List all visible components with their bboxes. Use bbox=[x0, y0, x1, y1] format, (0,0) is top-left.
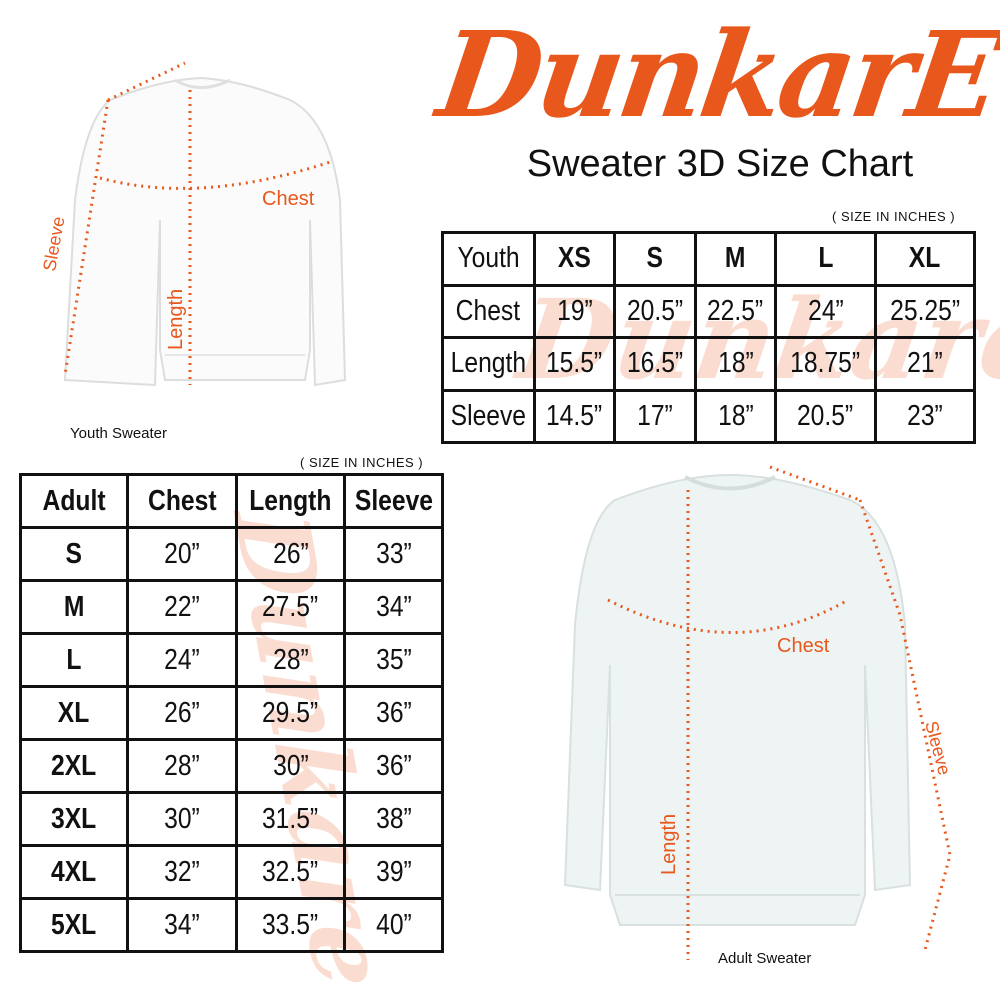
table-cell: 31.5” bbox=[262, 802, 319, 835]
adult-row: L 24” 28” 35” bbox=[19, 632, 444, 688]
table-cell: 36” bbox=[375, 749, 412, 782]
youth-row-length: Length 15.5” 16.5” 18” 18.75” 21” bbox=[441, 336, 977, 392]
table-cell: 29.5” bbox=[262, 696, 319, 729]
table-cell: 21” bbox=[906, 347, 943, 380]
adult-length-label: Length bbox=[658, 814, 680, 875]
table-cell: 38” bbox=[375, 802, 412, 835]
youth-collar bbox=[174, 78, 231, 89]
youth-header-cell: XL bbox=[909, 242, 941, 275]
row-label: 3XL bbox=[51, 802, 97, 835]
adult-row: M 22” 27.5” 34” bbox=[19, 579, 444, 635]
table-cell: 17” bbox=[637, 399, 673, 432]
adult-header-cell: Adult bbox=[42, 484, 106, 517]
table-cell: 33.5” bbox=[262, 908, 319, 941]
youth-sweater-diagram: Chest Length Sleeve Youth Sweater bbox=[39, 61, 347, 442]
table-cell: 26” bbox=[164, 696, 200, 729]
table-cell: 15.5” bbox=[546, 347, 603, 380]
row-label: Sleeve bbox=[450, 399, 527, 432]
adult-caption: Adult Sweater bbox=[718, 950, 811, 967]
table-cell: 23” bbox=[906, 399, 943, 432]
youth-header-cell: M bbox=[725, 242, 746, 275]
table-cell: 28” bbox=[272, 643, 309, 676]
row-label: 5XL bbox=[51, 908, 97, 941]
adult-chest-line bbox=[607, 598, 849, 634]
adult-row: 3XL 30” 31.5” 38” bbox=[19, 791, 444, 847]
youth-sweater-body bbox=[63, 76, 347, 387]
youth-header-row: Youth XS S M L XL bbox=[441, 231, 977, 287]
adult-sleeve-label: Sleeve bbox=[921, 719, 955, 777]
page-title: Sweater 3D Size Chart bbox=[526, 143, 914, 185]
table-cell: 18.75” bbox=[790, 347, 861, 380]
table-cell: 24” bbox=[164, 643, 200, 676]
adult-header-cell: Length bbox=[249, 484, 332, 517]
table-cell: 32.5” bbox=[262, 855, 319, 888]
table-cell: 26” bbox=[272, 537, 309, 570]
adult-row: XL 26” 29.5” 36” bbox=[19, 685, 444, 741]
row-label: XL bbox=[58, 696, 90, 729]
adult-row: 5XL 34” 33.5” 40” bbox=[19, 897, 444, 953]
youth-chest-label: Chest bbox=[262, 188, 315, 210]
table-cell: 34” bbox=[375, 590, 412, 623]
adult-size-table: Adult Chest Length Sleeve S 20” 26” 33” M 22”… bbox=[19, 473, 444, 953]
table-cell: 34” bbox=[164, 908, 200, 941]
table-cell: 22.5” bbox=[707, 294, 764, 327]
table-cell: 33” bbox=[375, 537, 412, 570]
youth-header-cell: XS bbox=[558, 242, 591, 275]
youth-header-cell: S bbox=[646, 242, 664, 275]
table-cell: 30” bbox=[164, 802, 200, 835]
table-cell: 40” bbox=[375, 908, 412, 941]
row-label: 2XL bbox=[51, 749, 97, 782]
table-cell: 39” bbox=[375, 855, 412, 888]
adult-sweater-diagram: Chest Length Sleeve Adult Sweater bbox=[563, 465, 955, 967]
adult-header-row: Adult Chest Length Sleeve bbox=[19, 473, 444, 529]
row-label: Length bbox=[450, 347, 527, 380]
table-cell: 18” bbox=[717, 347, 754, 380]
youth-length-label: Length bbox=[165, 289, 187, 350]
table-cell: 35” bbox=[375, 643, 412, 676]
youth-row-sleeve: Sleeve 14.5” 17” 18” 20.5” 23” bbox=[441, 388, 977, 444]
table-cell: 18” bbox=[717, 399, 754, 432]
adult-chest-label: Chest bbox=[777, 635, 830, 657]
table-cell: 27.5” bbox=[262, 590, 319, 623]
youth-caption: Youth Sweater bbox=[70, 425, 167, 442]
youth-shoulder-line bbox=[107, 61, 186, 102]
adult-row: 4XL 32” 32.5” 39” bbox=[19, 844, 444, 900]
row-label: L bbox=[66, 643, 82, 676]
adult-shoulder-line bbox=[769, 465, 861, 502]
youth-sleeve-label: Sleeve bbox=[39, 215, 68, 273]
row-label: S bbox=[65, 537, 83, 570]
youth-header-cell: Youth bbox=[457, 242, 520, 275]
adult-row: S 20” 26” 33” bbox=[19, 526, 444, 582]
adult-collar bbox=[684, 475, 776, 491]
adult-sweater-body bbox=[563, 473, 912, 926]
table-cell: 36” bbox=[375, 696, 412, 729]
row-label: M bbox=[63, 590, 85, 623]
table-cell: 22” bbox=[164, 590, 200, 623]
table-cell: 14.5” bbox=[546, 399, 603, 432]
table-cell: 24” bbox=[807, 294, 844, 327]
youth-unit-note: ( SIZE IN INCHES ) bbox=[832, 209, 956, 224]
table-cell: 28” bbox=[164, 749, 200, 782]
youth-size-table: Youth XS S M L XL Chest 19” 20.5” 22.5” … bbox=[441, 231, 977, 444]
table-cell: 20.5” bbox=[797, 399, 854, 432]
table-cell: 30” bbox=[272, 749, 309, 782]
table-cell: 16.5” bbox=[626, 347, 684, 380]
adult-unit-note: ( SIZE IN INCHES ) bbox=[300, 455, 424, 470]
brand-logo: DunkarE bbox=[430, 5, 1000, 144]
table-cell: 20.5” bbox=[626, 294, 684, 327]
adult-header-cell: Sleeve bbox=[354, 484, 433, 517]
table-cell: 25.25” bbox=[889, 294, 960, 327]
youth-sleeve-line bbox=[63, 99, 110, 376]
table-cell: 32” bbox=[164, 855, 200, 888]
adult-header-cell: Chest bbox=[147, 484, 217, 517]
youth-header-cell: L bbox=[817, 242, 833, 275]
row-label: 4XL bbox=[51, 855, 97, 888]
table-cell: 20” bbox=[164, 537, 200, 570]
table-cell: 19” bbox=[556, 294, 593, 327]
adult-row: 2XL 28” 30” 36” bbox=[19, 738, 444, 794]
row-label: Chest bbox=[456, 294, 521, 327]
youth-row-chest: Chest 19” 20.5” 22.5” 24” 25.25” bbox=[441, 283, 977, 339]
